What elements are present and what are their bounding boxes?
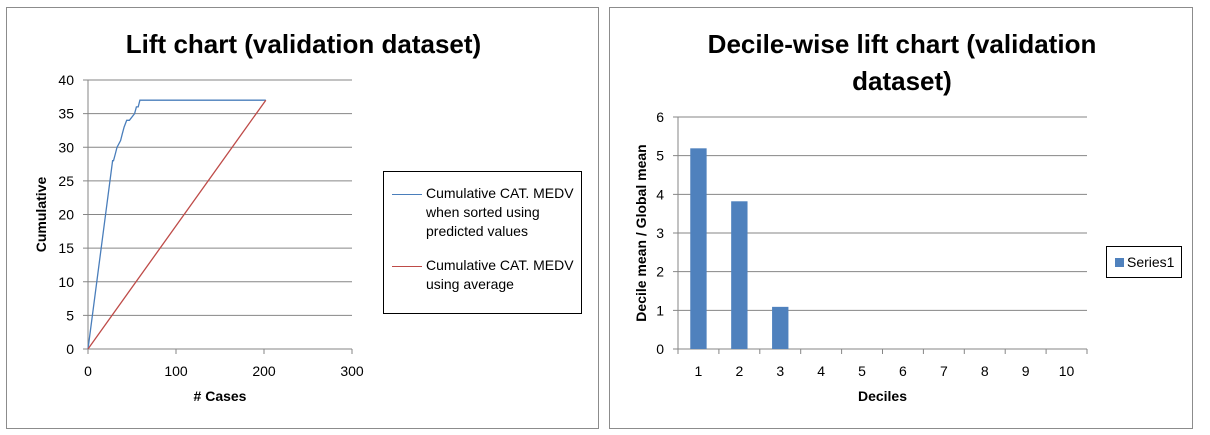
decile-chart-title: Decile-wise lift chart (validation datas… bbox=[707, 29, 1097, 96]
x-tick-label: 0 bbox=[84, 363, 92, 379]
y-tick-label: 4 bbox=[656, 186, 664, 202]
legend-swatch-series1 bbox=[1115, 258, 1124, 267]
x-tick-label: 10 bbox=[1059, 363, 1075, 379]
series-line-average bbox=[87, 99, 267, 350]
legend-line-average bbox=[392, 266, 422, 267]
y-tick-label: 5 bbox=[656, 148, 664, 164]
lift-chart-legend: Cumulative CAT. MEDV when sorted using p… bbox=[383, 171, 582, 314]
x-tick-label: 3 bbox=[776, 363, 784, 379]
y-tick-label: 35 bbox=[58, 106, 74, 122]
y-axis-label: Decile mean / Global mean bbox=[633, 144, 649, 321]
y-tick-label: 15 bbox=[58, 240, 74, 256]
legend-label-average: Cumulative CAT. MEDV using average bbox=[426, 257, 574, 292]
x-tick-label: 7 bbox=[940, 363, 948, 379]
x-tick-label: 300 bbox=[340, 363, 364, 379]
legend-label-sorted: Cumulative CAT. MEDV when sorted using p… bbox=[426, 185, 574, 239]
x-axis-label: # Cases bbox=[194, 388, 247, 404]
y-tick-label: 40 bbox=[58, 72, 74, 88]
x-tick-label: 8 bbox=[981, 363, 989, 379]
y-tick-label: 0 bbox=[66, 341, 74, 357]
lift-chart-plot: 0 5 10 15 20 25 30 35 40 0 100 200 300 # Cases Cumulat… bbox=[33, 72, 364, 404]
decile-chart-legend: Series1 bbox=[1106, 246, 1182, 278]
bar-decile-3 bbox=[772, 306, 789, 349]
y-tick-label: 2 bbox=[656, 264, 664, 280]
legend-label-series1: Series1 bbox=[1127, 254, 1175, 270]
decile-chart-panel: Decile-wise lift chart (validation datas… bbox=[609, 7, 1193, 429]
y-tick-label: 30 bbox=[58, 139, 74, 155]
y-tick-label: 25 bbox=[58, 173, 74, 189]
y-tick-label: 5 bbox=[66, 307, 74, 323]
x-tick-label: 100 bbox=[164, 363, 188, 379]
legend-line-sorted bbox=[392, 194, 422, 195]
bar-decile-2 bbox=[731, 201, 748, 349]
x-axis-label: Deciles bbox=[858, 388, 907, 404]
x-tick-label: 9 bbox=[1022, 363, 1030, 379]
y-tick-label: 1 bbox=[656, 302, 664, 318]
decile-chart-plot: 0 1 2 3 4 5 6 1 2 3 4 5 6 7 8 9 10 Deciles Decile mean / G… bbox=[633, 109, 1088, 404]
y-tick-label: 3 bbox=[656, 225, 664, 241]
lift-chart-panel: Lift chart (validation dataset) 0 5 10 15 20… bbox=[6, 7, 599, 429]
y-tick-label: 6 bbox=[656, 109, 664, 125]
x-tick-label: 4 bbox=[817, 363, 825, 379]
x-tick-label: 2 bbox=[735, 363, 743, 379]
x-tick-label: 6 bbox=[899, 363, 907, 379]
lift-chart-title: Lift chart (validation dataset) bbox=[125, 29, 482, 59]
y-axis-label: Cumulative bbox=[33, 177, 49, 253]
x-tick-label: 1 bbox=[695, 363, 703, 379]
x-tick-label: 5 bbox=[858, 363, 866, 379]
y-tick-label: 0 bbox=[656, 341, 664, 357]
series-line-sorted bbox=[87, 99, 266, 350]
y-tick-label: 20 bbox=[58, 207, 74, 223]
bar-decile-1 bbox=[690, 148, 707, 349]
x-tick-label: 200 bbox=[252, 363, 276, 379]
y-tick-label: 10 bbox=[58, 274, 74, 290]
